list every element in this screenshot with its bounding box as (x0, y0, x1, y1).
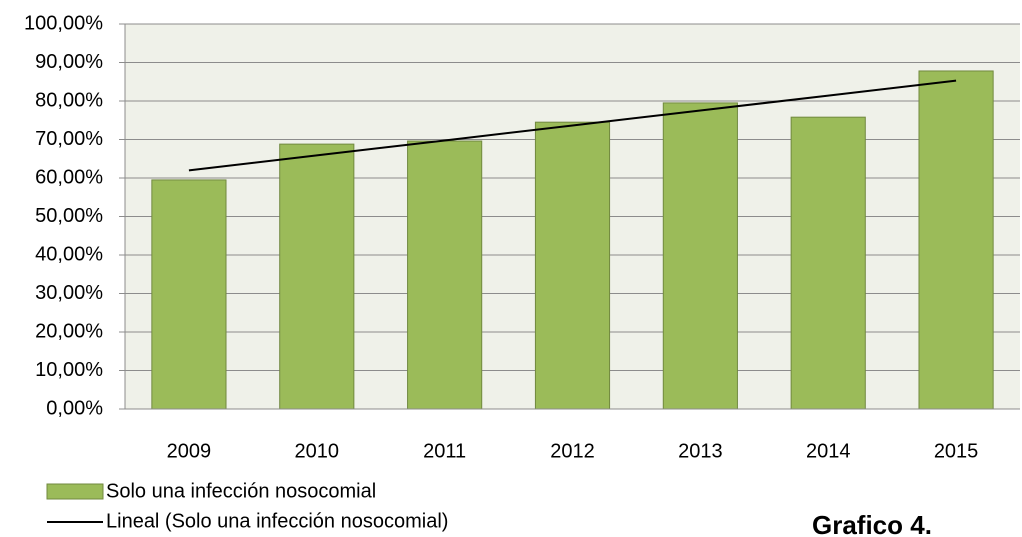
x-tick-label: 2009 (167, 440, 212, 462)
y-tick-label: 70,00% (35, 128, 103, 150)
y-tick-label: 20,00% (35, 320, 103, 342)
bar (918, 70, 994, 410)
legend-label: Solo una infección nosocomial (106, 480, 376, 502)
bar (790, 116, 866, 410)
x-tick-label: 2015 (934, 440, 979, 462)
y-tick-label: 40,00% (35, 243, 103, 265)
y-tick-label: 30,00% (35, 282, 103, 304)
legend-swatch (46, 483, 104, 500)
annotation: Grafico 4. (812, 510, 932, 537)
y-tick-label: 100,00% (24, 12, 103, 34)
x-tick-label: 2014 (806, 440, 851, 462)
y-tick-label: 90,00% (35, 51, 103, 73)
trend-line (188, 79, 957, 172)
y-tick-label: 80,00% (35, 89, 103, 111)
bar (534, 121, 611, 410)
y-tick-label: 10,00% (35, 359, 103, 381)
x-tick-label: 2011 (423, 440, 466, 462)
x-tick-label: 2010 (295, 440, 340, 462)
x-tick-label: 2013 (678, 440, 723, 462)
legend-label: Lineal (Solo una infección nosocomial) (106, 510, 448, 532)
bar (662, 102, 738, 410)
bar (407, 140, 483, 410)
bar (279, 143, 355, 410)
bar (151, 179, 227, 410)
y-tick-label: 0,00% (46, 397, 103, 419)
y-tick-label: 60,00% (35, 166, 103, 188)
x-tick-label: 2012 (550, 440, 595, 462)
y-tick-label: 50,00% (35, 205, 103, 227)
